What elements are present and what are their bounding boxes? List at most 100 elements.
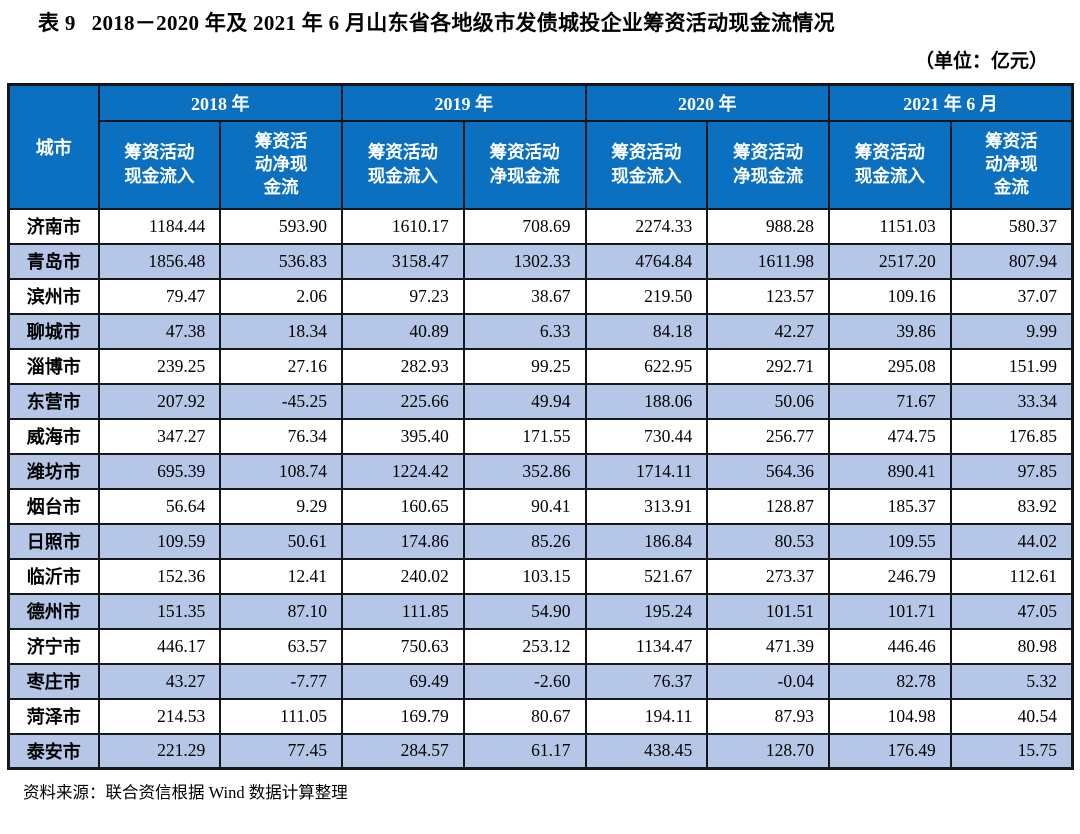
year-header-2020: 2020 年 xyxy=(584,83,830,122)
value-cell: 225.66 xyxy=(341,382,465,420)
city-cell: 淄博市 xyxy=(7,347,100,385)
value-cell: 593.90 xyxy=(219,207,343,245)
table-row: 淄博市 239.25 27.16 282.93 99.25 622.95 292.71 295… xyxy=(7,347,1074,385)
value-cell: 219.50 xyxy=(584,277,709,315)
value-cell: 79.47 xyxy=(97,277,222,315)
value-cell: 313.91 xyxy=(584,487,709,525)
value-cell: 50.61 xyxy=(219,522,343,560)
value-cell: 9.29 xyxy=(219,487,343,525)
value-cell: 103.15 xyxy=(462,557,587,595)
value-cell: 246.79 xyxy=(828,557,952,595)
value-cell: 99.25 xyxy=(462,347,587,385)
value-cell: 395.40 xyxy=(341,417,465,455)
table-body: 济南市 1184.44 593.90 1610.17 708.69 2274.33 988.… xyxy=(7,207,1074,770)
subheader-row: 筹资活动 现金流入 筹资活 动净现 金流 筹资活动 现金流入 筹资活动 净现金流… xyxy=(9,119,1074,210)
value-cell: 171.55 xyxy=(462,417,587,455)
value-cell: 750.63 xyxy=(341,627,465,665)
table-row: 日照市 109.59 50.61 174.86 85.26 186.84 80.53 109.… xyxy=(7,522,1074,560)
table-row: 枣庄市 43.27 -7.77 69.49 -2.60 76.37 -0.04 82.78 5.… xyxy=(7,662,1074,700)
value-cell: 807.94 xyxy=(949,242,1074,280)
value-cell: 273.37 xyxy=(706,557,830,595)
value-cell: 12.41 xyxy=(219,557,343,595)
value-cell: 1302.33 xyxy=(462,242,587,280)
subheader-2018-inflow: 筹资活动 现金流入 xyxy=(97,119,222,210)
value-cell: 109.16 xyxy=(828,277,952,315)
city-cell: 烟台市 xyxy=(7,487,100,525)
value-cell: 347.27 xyxy=(97,417,222,455)
value-cell: 151.99 xyxy=(949,347,1074,385)
value-cell: 176.85 xyxy=(949,417,1074,455)
table-row: 济宁市 446.17 63.57 750.63 253.12 1134.47 471.39 4… xyxy=(7,627,1074,665)
value-cell: 83.92 xyxy=(949,487,1074,525)
value-cell: 33.34 xyxy=(949,382,1074,420)
value-cell: -2.60 xyxy=(462,662,587,700)
table-row: 聊城市 47.38 18.34 40.89 6.33 84.18 42.27 39.86 9.9… xyxy=(7,312,1074,350)
value-cell: 9.99 xyxy=(949,312,1074,350)
value-cell: 3158.47 xyxy=(341,242,465,280)
value-cell: 471.39 xyxy=(706,627,830,665)
city-cell: 菏泽市 xyxy=(7,697,100,735)
subheader-2018-net: 筹资活 动净现 金流 xyxy=(219,119,343,210)
value-cell: 239.25 xyxy=(97,347,222,385)
value-cell: 214.53 xyxy=(97,697,222,735)
value-cell: 56.64 xyxy=(97,487,222,525)
value-cell: 1224.42 xyxy=(341,452,465,490)
subheader-2020-inflow: 筹资活动 现金流入 xyxy=(584,119,709,210)
value-cell: 536.83 xyxy=(219,242,343,280)
table-row: 烟台市 56.64 9.29 160.65 90.41 313.91 128.87 185.3… xyxy=(7,487,1074,525)
value-cell: 730.44 xyxy=(584,417,709,455)
value-cell: 97.23 xyxy=(341,277,465,315)
value-cell: 352.86 xyxy=(462,452,587,490)
value-cell: 108.74 xyxy=(219,452,343,490)
value-cell: 1151.03 xyxy=(828,207,952,245)
value-cell: 2517.20 xyxy=(828,242,952,280)
value-cell: 240.02 xyxy=(341,557,465,595)
city-cell: 日照市 xyxy=(7,522,100,560)
value-cell: 82.78 xyxy=(828,662,952,700)
city-cell: 济南市 xyxy=(7,207,100,245)
value-cell: 47.38 xyxy=(97,312,222,350)
value-cell: 708.69 xyxy=(462,207,587,245)
value-cell: -45.25 xyxy=(219,382,343,420)
value-cell: 85.26 xyxy=(462,522,587,560)
value-cell: 188.06 xyxy=(584,382,709,420)
value-cell: -7.77 xyxy=(219,662,343,700)
value-cell: 101.51 xyxy=(706,592,830,630)
value-cell: 38.67 xyxy=(462,277,587,315)
year-header-2021-jun: 2021 年 6 月 xyxy=(828,83,1074,122)
city-cell: 滨州市 xyxy=(7,277,100,315)
city-cell: 青岛市 xyxy=(7,242,100,280)
value-cell: 1610.17 xyxy=(341,207,465,245)
report-page: 表 9 2018－2020 年及 2021 年 6 月山东省各地级市发债城投企业筹… xyxy=(0,7,1080,802)
year-header-2019: 2019 年 xyxy=(341,83,587,122)
value-cell: 438.45 xyxy=(584,732,709,770)
value-cell: 76.37 xyxy=(584,662,709,700)
city-cell: 威海市 xyxy=(7,417,100,455)
table-row: 滨州市 79.47 2.06 97.23 38.67 219.50 123.57 109.16… xyxy=(7,277,1074,315)
unit-label: （单位：亿元） xyxy=(914,51,1048,72)
value-cell: 104.98 xyxy=(828,697,952,735)
value-cell: 564.36 xyxy=(706,452,830,490)
value-cell: 169.79 xyxy=(341,697,465,735)
value-cell: 101.71 xyxy=(828,592,952,630)
value-cell: 152.36 xyxy=(97,557,222,595)
value-cell: 111.05 xyxy=(219,697,343,735)
value-cell: 221.29 xyxy=(97,732,222,770)
value-cell: 27.16 xyxy=(219,347,343,385)
value-cell: 446.17 xyxy=(97,627,222,665)
value-cell: 282.93 xyxy=(341,347,465,385)
value-cell: 1714.11 xyxy=(584,452,709,490)
value-cell: 76.34 xyxy=(219,417,343,455)
value-cell: 176.49 xyxy=(828,732,952,770)
subheader-2020-net: 筹资活动 净现金流 xyxy=(706,119,830,210)
table-title: 表 9 2018－2020 年及 2021 年 6 月山东省各地级市发债城投企业筹… xyxy=(0,7,1080,37)
table-row: 泰安市 221.29 77.45 284.57 61.17 438.45 128.70 176… xyxy=(7,732,1074,770)
value-cell: 988.28 xyxy=(706,207,830,245)
value-cell: 87.93 xyxy=(706,697,830,735)
subheader-2019-net: 筹资活动 净现金流 xyxy=(462,119,587,210)
value-cell: 185.37 xyxy=(828,487,952,525)
value-cell: 128.70 xyxy=(706,732,830,770)
city-cell: 泰安市 xyxy=(7,732,100,770)
value-cell: 160.65 xyxy=(341,487,465,525)
table-header: 城市 2018 年 2019 年 2020 年 2021 年 6 月 筹资活动 … xyxy=(7,83,1074,210)
